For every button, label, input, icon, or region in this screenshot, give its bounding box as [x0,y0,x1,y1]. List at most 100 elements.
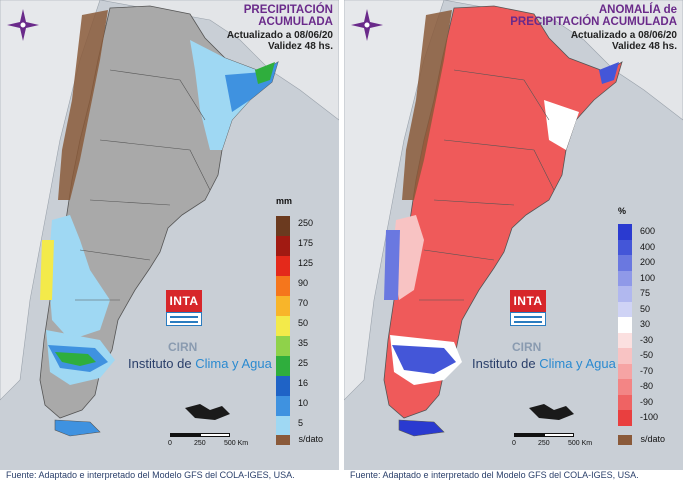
anomaly-area-south-blue [392,345,456,374]
legend-swatch [276,256,290,276]
legend-swatch [618,394,632,410]
legend-entry: 30 [618,317,678,333]
precip-title: PRECIPITACIÓN ACUMULADA [244,4,333,28]
legend-swatch [276,236,290,256]
legend-label: 30 [640,319,651,329]
anomaly-footer: Fuente: Adaptado e interpretado del Mode… [350,470,639,480]
province-borders [419,69,555,301]
inta-logo-base [166,312,202,326]
legend-swatch [618,379,632,395]
inta-logo-base [510,312,546,326]
legend-entry: 125 [276,256,336,276]
legend-label: 5 [298,418,304,428]
scale-tick-0: 0 [168,440,172,447]
legend-label: 175 [298,238,314,248]
anomaly-nodata-label: s/dato [640,434,666,444]
legend-label: 25 [298,358,309,368]
scale-tick-0: 0 [512,440,516,447]
legend-label: 50 [640,303,651,314]
anomaly-area-misiones [599,62,619,84]
legend-entry: 50 [276,316,336,336]
legend-swatch [276,316,290,336]
legend-entry: 175 [276,236,336,256]
anomaly-updated: Actualizado a 08/06/20 [570,30,677,41]
nodata-swatch [618,434,632,445]
legend-swatch [618,363,632,379]
anomaly-title: ANOMALÍA de PRECIPITACIÓN ACUMULADA [510,4,677,28]
legend-swatch [618,270,632,286]
legend-label: -70 [640,365,654,376]
legend-label: 250 [298,218,314,228]
legend-entry: 5 [276,416,336,436]
cirn-label: CIRN [512,340,542,354]
anomaly-subtitle: Actualizado a 08/06/20 Validez 48 hs. [571,30,677,52]
legend-label: -50 [640,350,654,360]
legend-label: 600 [640,226,656,236]
precip-validity: Validez 48 hs. [267,41,333,52]
anomaly-title-line1: ANOMALÍA de [598,4,677,16]
inta-logo-text: INTA [166,290,202,312]
legend-label: -100 [640,412,659,422]
tierra-del-fuego [398,419,445,437]
legend-entry: 16 [276,376,336,396]
legend-swatch [618,255,632,271]
neighbor-land-north [99,0,339,121]
legend-entry: 600 [618,224,678,240]
precipitation-panel: PRECIPITACIÓN ACUMULADA Actualizado a 08… [0,0,339,470]
cirn-label: CIRN [168,340,198,354]
legend-entry: -100 [618,410,678,426]
instituto-label: Instituto de Clima y Agua [472,356,616,371]
scale-tick-500: 500 Km [568,440,593,447]
anomaly-map [344,0,683,470]
legend-label: 75 [640,288,651,298]
precip-legend-unit: mm [276,196,293,206]
legend-swatch [276,356,290,376]
legend-label: 10 [298,398,309,408]
legend-swatch [618,239,632,255]
anomaly-panel: ANOMALÍA de PRECIPITACIÓN ACUMULADA Actu… [344,0,683,470]
nodata-andes [402,10,452,200]
legend-entry: 250 [276,216,336,236]
anomaly-area-andes-blue [384,230,400,300]
instituto-highlight: Clima y Agua [539,356,616,371]
legend-swatch [618,410,632,426]
legend-swatch [618,332,632,348]
malvinas-islands [529,404,574,420]
compass-rose-icon [7,9,39,41]
scale-tick-250: 250 [538,440,550,447]
legend-entry: -30 [618,332,678,348]
precip-title-line2: ACUMULADA [258,16,333,28]
precip-area-south-green [55,352,96,366]
precip-title-line1: PRECIPITACIÓN [243,4,333,16]
anomaly-title-line2: PRECIPITACIÓN ACUMULADA [510,16,677,28]
legend-label: 70 [298,298,309,308]
legend-entry: 25 [276,356,336,376]
anomaly-area-west-pale [392,215,424,300]
precip-footer: Fuente: Adaptado e interpretado del Mode… [6,470,295,480]
instituto-highlight: Clima y Agua [195,356,272,371]
precipitation-map [0,0,339,470]
legend-entry: 100 [618,270,678,286]
legend-entry: 90 [276,276,336,296]
malvinas-islands [185,404,230,420]
legend-entry: -70 [618,363,678,379]
precip-updated: Actualizado a 08/06/20 [226,30,333,41]
legend-label: 50 [298,318,309,328]
legend-label: 16 [298,378,309,388]
instituto-label: Instituto de Clima y Agua [128,356,272,371]
legend-entry: -50 [618,348,678,364]
neighbor-land-north [443,0,683,121]
legend-swatch [276,296,290,316]
anomaly-nodata-legend: s/dato [618,434,665,445]
legend-entry: -80 [618,379,678,395]
scale-tick-500: 500 Km [224,440,249,447]
precip-area-andes-yellow [40,240,54,300]
instituto-prefix: Instituto de [128,356,196,371]
legend-swatch [276,276,290,296]
legend-entry: 35 [276,336,336,356]
legend-label: 100 [640,272,656,283]
nodata-andes [58,10,108,200]
legend-label: 200 [640,257,656,267]
precip-subtitle: Actualizado a 08/06/20 Validez 48 hs. [227,30,333,52]
legend-swatch [618,348,632,364]
